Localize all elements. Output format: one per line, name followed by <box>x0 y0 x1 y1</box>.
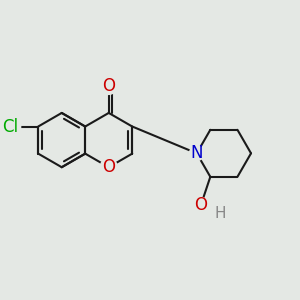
Circle shape <box>194 197 208 212</box>
Circle shape <box>100 77 117 94</box>
Text: O: O <box>102 158 115 176</box>
Circle shape <box>190 146 204 160</box>
Circle shape <box>214 207 227 220</box>
Text: Cl: Cl <box>2 118 18 136</box>
Text: N: N <box>190 144 203 162</box>
Circle shape <box>100 159 117 176</box>
Circle shape <box>0 116 21 137</box>
Text: O: O <box>194 196 207 214</box>
Text: H: H <box>214 206 226 221</box>
Text: O: O <box>102 77 115 95</box>
